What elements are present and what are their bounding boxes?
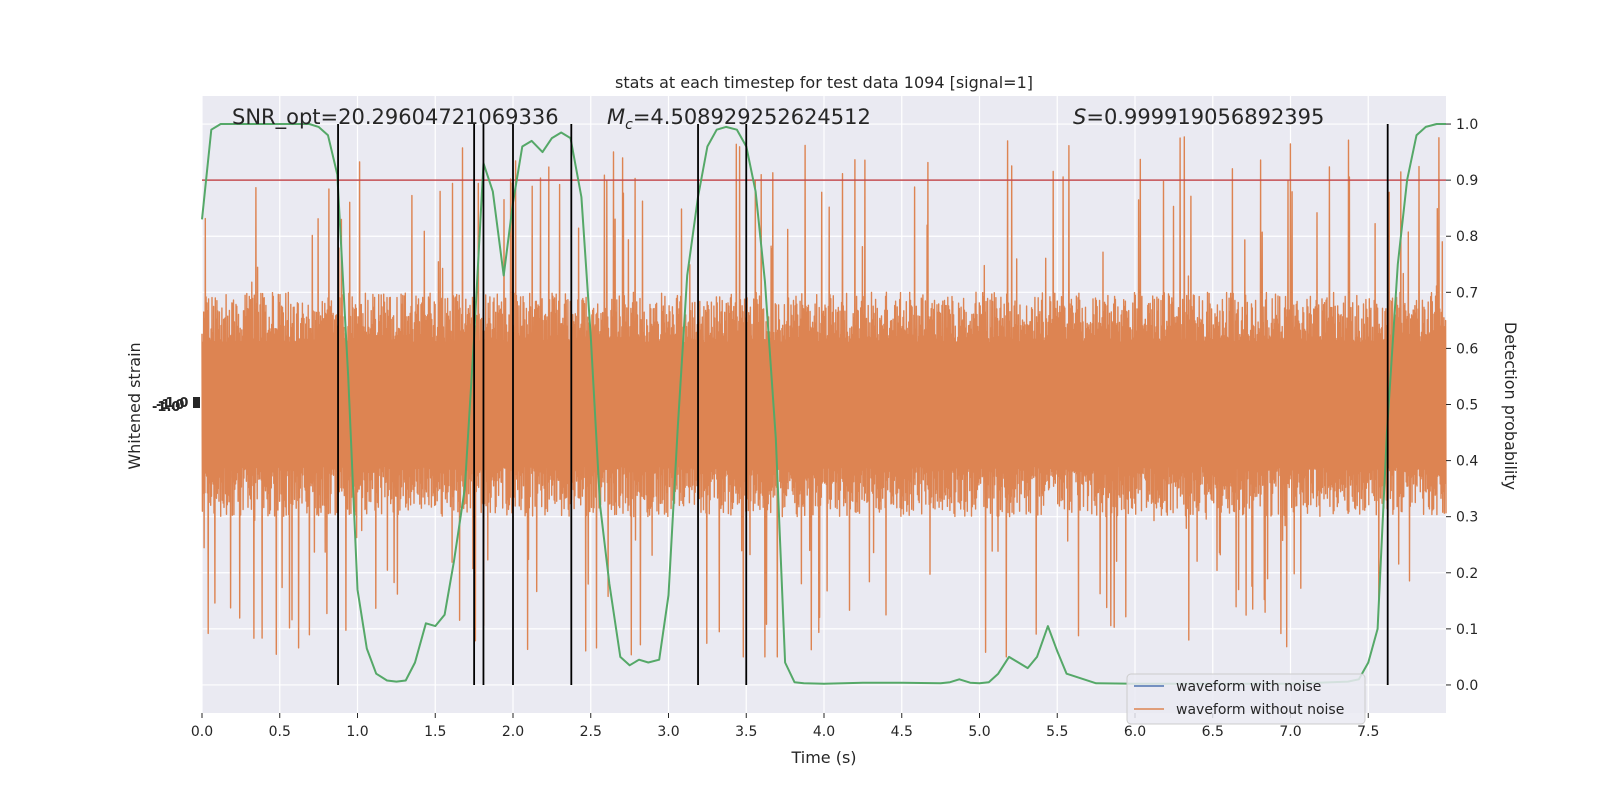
y-tick-label-0: 0.0: [1456, 678, 1478, 694]
x-tick-label-5: 2.5: [580, 724, 602, 740]
x-tick-label-6: 3.0: [657, 724, 679, 740]
detection-probability-line: [201, 123, 1446, 685]
y-tick-label-9: 0.9: [1456, 173, 1478, 189]
waveform-without-noise-layer: [201, 136, 1447, 658]
waveform-without-noise-trace: [201, 136, 1447, 658]
x-tick-label-4: 2.0: [502, 724, 524, 740]
x-tick-label-0: 0.0: [191, 724, 213, 740]
y-tick-label-6: 0.6: [1456, 341, 1478, 357]
y-tick-label-5: 0.5: [1456, 398, 1478, 414]
snr-annotation: SNR_opt=20.29604721069336: [232, 105, 559, 130]
y-tick-label-7: 0.7: [1456, 285, 1478, 301]
y-tick-label-4: 0.4: [1456, 454, 1478, 470]
right-axis-ticks: 0.0 0.1 0.2 0.3 0.4 0.5 0.6 0.7 0.8 0.9 1.0: [1446, 117, 1478, 694]
left-tick-label-1: -1.0: [152, 400, 180, 415]
x-tick-label-9: 4.5: [891, 724, 913, 740]
statistic-symbol: S: [1073, 105, 1086, 129]
chirp-mass-annotation: Mc=4.508929252624512: [607, 105, 871, 133]
x-tick-label-7: 3.5: [735, 724, 757, 740]
left-axis-label: Whitened strain: [125, 342, 144, 469]
y-tick-label-10: 1.0: [1456, 117, 1478, 133]
x-tick-label-3: 1.5: [424, 724, 446, 740]
x-tick-label-11: 5.5: [1046, 724, 1068, 740]
left-tick-label-2: -1.0: [156, 398, 184, 413]
legend-label-without-noise: waveform without noise: [1176, 702, 1344, 718]
x-tick-label-15: 7.5: [1357, 724, 1379, 740]
x-axis-label: Time (s): [790, 748, 856, 767]
x-tick-label-2: 1.0: [346, 724, 368, 740]
x-axis-ticks: 0.0 0.5 1.0 1.5 2.0 2.5 3.0 3.5 4.0 4.5 5.0 5.5 6.0 6…: [191, 713, 1379, 740]
x-tick-label-13: 6.5: [1202, 724, 1224, 740]
x-tick-label-14: 7.0: [1279, 724, 1301, 740]
x-tick-label-8: 4.0: [813, 724, 835, 740]
chirp-mass-value: =4.508929252624512: [633, 105, 871, 129]
x-tick-label-10: 5.0: [968, 724, 990, 740]
statistic-annotation: S=0.999919056892395: [1073, 105, 1324, 129]
chirp-mass-symbol: M: [607, 105, 625, 129]
right-axis-label: Detection probability: [1501, 322, 1520, 490]
y-tick-label-2: 0.2: [1456, 566, 1478, 582]
y-tick-label-8: 0.8: [1456, 229, 1478, 245]
x-tick-label-12: 6.0: [1124, 724, 1146, 740]
x-tick-label-1: 0.5: [269, 724, 291, 740]
legend: waveform with noise waveform without noi…: [1126, 673, 1366, 725]
left-tick-clutter: -1.0 -1.0 -1.0: [152, 396, 200, 415]
chart-title: stats at each timestep for test data 109…: [615, 73, 1033, 92]
detection-probability-layer: [201, 123, 1446, 685]
y-tick-label-1: 0.1: [1456, 622, 1478, 638]
statistic-value: =0.999919056892395: [1086, 105, 1324, 129]
detection-vlines-layer: [337, 124, 1389, 685]
y-tick-label-3: 0.3: [1456, 510, 1478, 526]
legend-label-with-noise: waveform with noise: [1176, 679, 1321, 695]
left-tick-label-3: -1.0: [160, 396, 188, 411]
left-tick-marks: [193, 397, 200, 408]
legend-box: [1126, 673, 1366, 725]
chirp-mass-subscript: c: [625, 117, 633, 133]
